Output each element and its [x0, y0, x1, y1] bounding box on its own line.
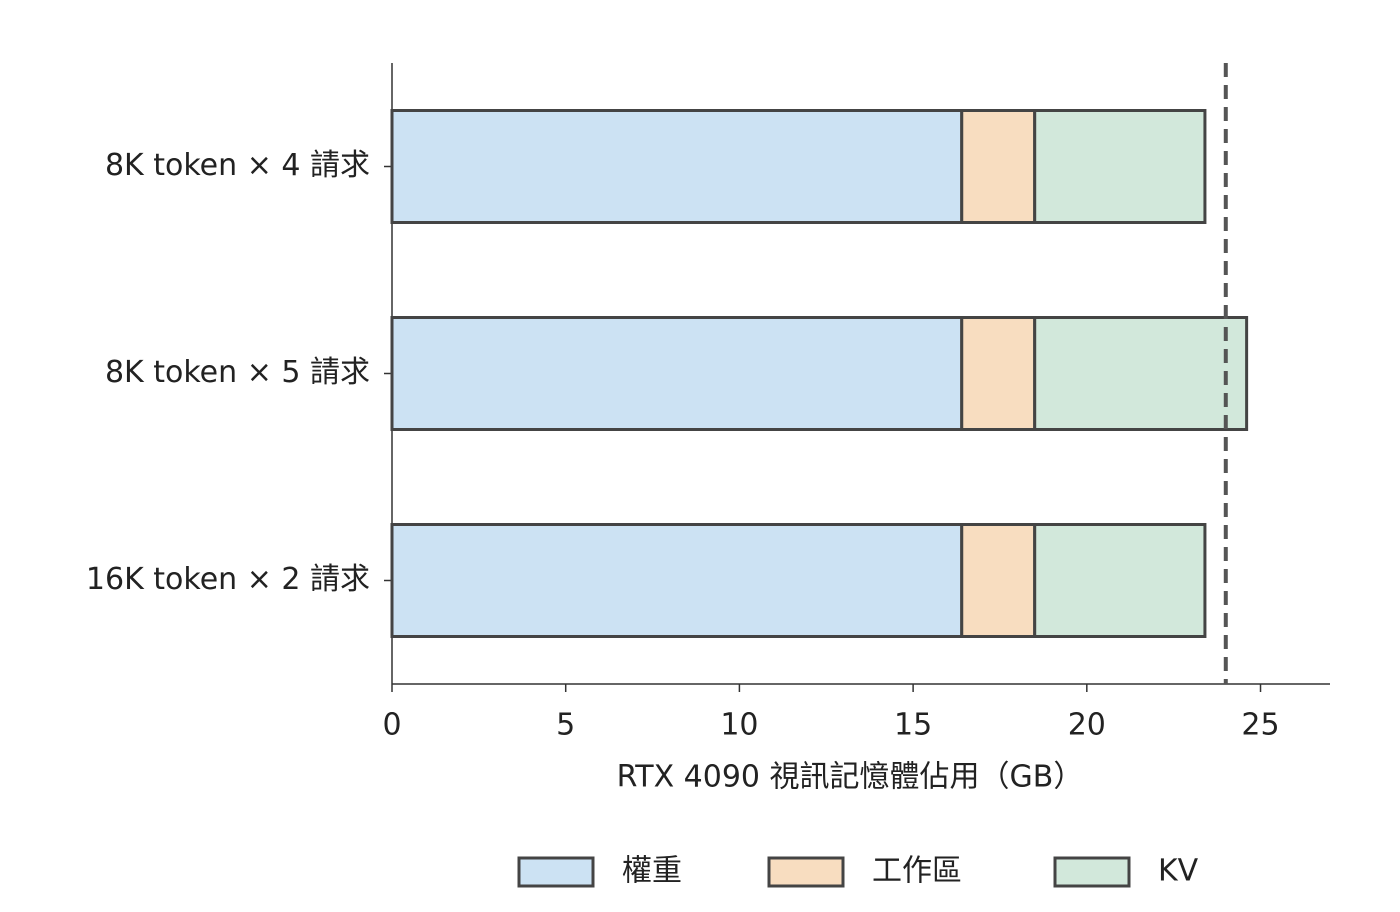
- bar-segment: [1033, 316, 1249, 431]
- legend-swatch: [1053, 856, 1131, 888]
- y-tick-label: 8K token × 5 請求: [105, 355, 370, 390]
- bar-segment: [390, 523, 964, 638]
- x-tick-label: 25: [1241, 708, 1279, 743]
- bar-segment: [390, 109, 964, 224]
- x-tick-label: 10: [720, 708, 758, 743]
- legend-label: KV: [1158, 854, 1199, 889]
- bar-segment: [1033, 523, 1207, 638]
- bar-segment: [960, 109, 1037, 224]
- bar-segment: [1033, 109, 1207, 224]
- legend-swatch: [767, 856, 845, 888]
- x-tick-label: 20: [1068, 708, 1106, 743]
- x-axis-title: RTX 4090 視訊記憶體佔用（GB）: [617, 760, 1084, 795]
- y-tick-label: 8K token × 4 請求: [105, 148, 370, 183]
- legend-label: 工作區: [872, 854, 962, 889]
- legend-label: 權重: [622, 854, 682, 889]
- x-tick-label: 5: [556, 708, 575, 743]
- x-tick-label: 0: [382, 708, 401, 743]
- x-tick-label: 15: [894, 708, 932, 743]
- legend-swatch: [517, 856, 595, 888]
- bar-segment: [960, 316, 1037, 431]
- bar-segment: [960, 523, 1037, 638]
- bar-segment: [390, 316, 964, 431]
- y-tick-label: 16K token × 2 請求: [86, 562, 370, 597]
